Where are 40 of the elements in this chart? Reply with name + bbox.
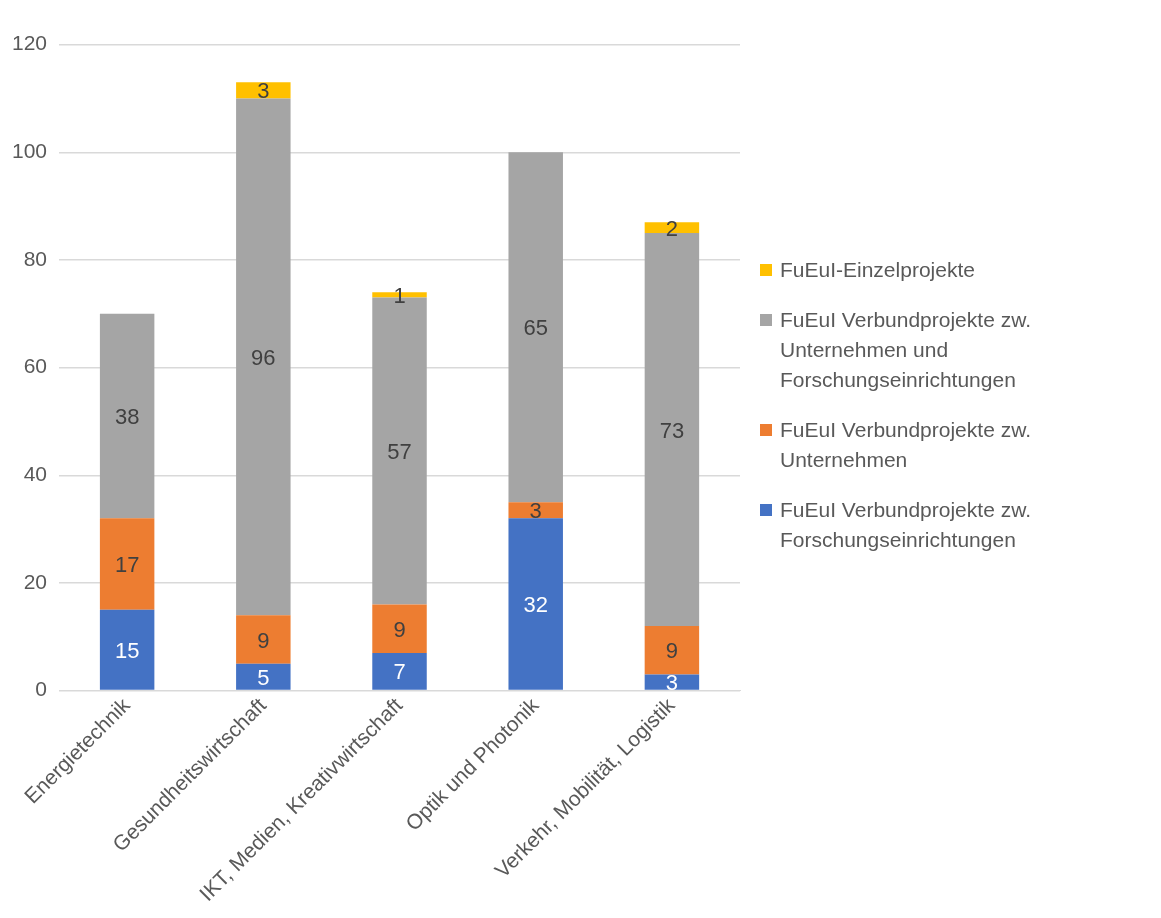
bar (236, 98, 291, 616)
bar (508, 152, 563, 503)
data-label: 17 (114, 552, 140, 578)
bar (508, 518, 563, 690)
bar (644, 674, 700, 690)
data-label: 3 (257, 78, 270, 104)
data-label: 9 (257, 627, 270, 653)
data-label: 73 (659, 417, 685, 443)
y-tick-label: 20 (23, 569, 48, 593)
legend-label: FuEuI-Einzelprojekte (780, 257, 975, 283)
bar (236, 663, 291, 690)
data-label: 5 (257, 664, 270, 690)
bar (99, 518, 155, 610)
bar (372, 604, 427, 653)
data-label: 9 (393, 616, 406, 642)
y-tick-label: 80 (23, 246, 48, 270)
bar (644, 626, 700, 675)
data-label: 96 (251, 344, 276, 370)
data-label: 65 (523, 315, 548, 341)
bar (236, 615, 291, 664)
legend-label: FuEuI Verbundprojekte zw. Forschungseinrichtungen (780, 497, 1032, 553)
bar (99, 609, 155, 690)
y-tick-label: 120 (11, 31, 48, 55)
data-label: 32 (523, 592, 548, 618)
bar (99, 313, 155, 519)
y-tick-label: 0 (35, 677, 48, 701)
data-label: 9 (665, 638, 679, 664)
bar (644, 222, 700, 234)
data-label: 57 (387, 439, 412, 465)
y-tick-label: 100 (11, 139, 48, 163)
data-label: 38 (114, 404, 140, 430)
y-tick-label: 40 (23, 462, 48, 486)
data-label: 7 (393, 659, 406, 685)
data-label: 15 (114, 637, 140, 663)
legend-label: FuEuI Verbundprojekte zw. Unternehmen und Forschungseinrichtungen (780, 307, 1032, 393)
bar (372, 652, 427, 690)
y-tick-label: 60 (23, 354, 48, 378)
data-label: 3 (529, 498, 542, 524)
data-label: 3 (665, 670, 679, 696)
legend-label: FuEuI Verbundprojekte zw. Unternehmen (780, 417, 1032, 473)
